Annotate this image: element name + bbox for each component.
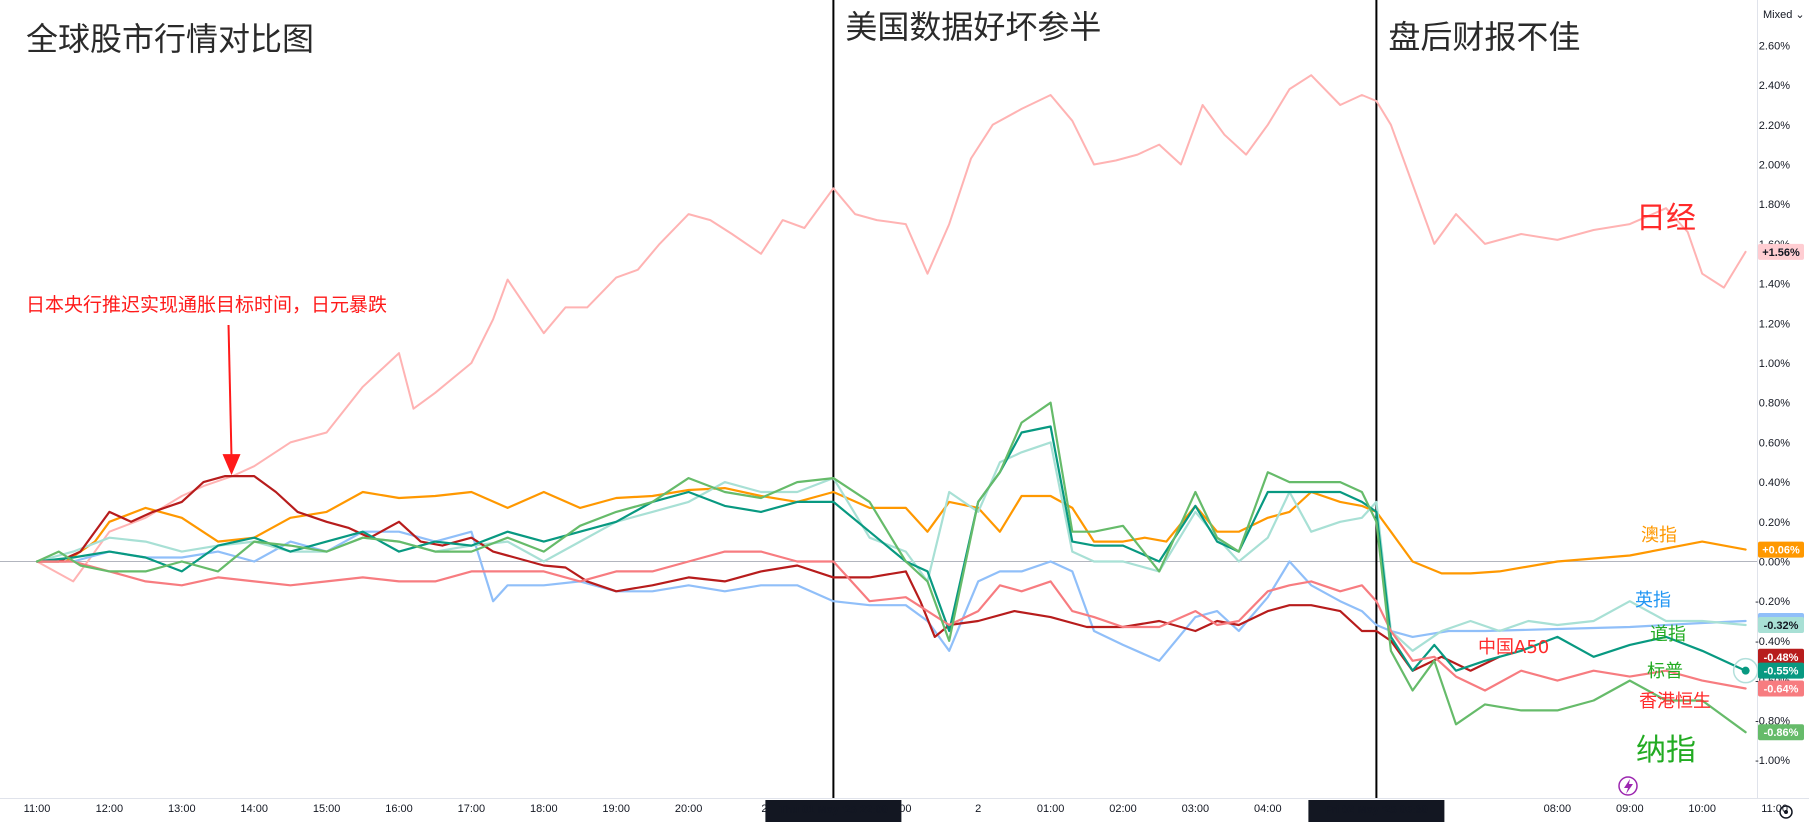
last-point-ring: [1732, 657, 1759, 684]
x-tick-label: 12:00: [96, 803, 124, 815]
value-badge: -0.48%: [1764, 652, 1799, 664]
y-tick-label: 0.40%: [1759, 477, 1790, 489]
series-label: 澳指: [1641, 525, 1677, 546]
x-tick-label: 17:00: [458, 803, 486, 815]
x-tick-label: 11:00: [24, 803, 51, 815]
y-tick-label: 0.00%: [1759, 557, 1790, 569]
value-badge-bg: [1758, 648, 1804, 665]
y-tick-label: 2.00%: [1759, 160, 1790, 172]
annotation-earnings: 盘后财报不佳: [1388, 18, 1580, 56]
series-label: 香港恒生: [1639, 691, 1711, 712]
annotation-arrow-shaft: [227, 324, 233, 459]
value-badge-bg: [1758, 662, 1804, 679]
time-label: Thu 01 May '25 22:00: [779, 804, 888, 816]
series-line-8: [35, 401, 1747, 734]
x-tick-label: 01:00: [1037, 803, 1065, 815]
y-tick-label: 2.60%: [1759, 40, 1790, 52]
y-tick-label: 2.20%: [1759, 120, 1790, 132]
x-tick-label: 10:00: [1688, 803, 1716, 815]
series-label: 纳指: [1636, 733, 1696, 768]
y-tick-label: -0.40%: [1755, 636, 1790, 648]
lightning-icon[interactable]: [1618, 776, 1638, 796]
last-value-badges: +1.56%+0.06%-0.30%-0.32%-0.48%-0.55%-0.6…: [1758, 243, 1804, 741]
y-tick-label: 0.80%: [1759, 398, 1790, 410]
gear-icon[interactable]: [1779, 805, 1793, 819]
x-tick-label: 11:00: [1761, 803, 1788, 815]
y-tick-label: -0.20%: [1755, 596, 1790, 608]
value-badge: -0.55%: [1764, 666, 1799, 678]
series-lines: [35, 74, 1747, 734]
x-tick-label: 08:00: [1544, 803, 1572, 815]
value-badge: -0.86%: [1764, 727, 1799, 739]
last-point-dot: [1741, 666, 1750, 675]
value-badge-bg: [1758, 680, 1804, 697]
x-tick-label: 09:00: [1616, 803, 1644, 815]
value-badge: -0.32%: [1764, 620, 1799, 632]
value-badge: +0.06%: [1762, 545, 1800, 557]
x-tick-label: 14:00: [240, 803, 268, 815]
annotation-boj: 日本央行推迟实现通胀目标时间，日元暴跌: [26, 294, 387, 316]
y-tick-label: -1.00%: [1755, 755, 1790, 767]
time-label-bg: [1308, 800, 1445, 822]
x-tick-label: 20:00: [675, 803, 703, 815]
x-tick-label: 16:00: [385, 803, 413, 815]
y-tick-label: 2.40%: [1759, 80, 1790, 92]
x-tick-label: 18:00: [530, 803, 558, 815]
series-label: 标普: [1647, 661, 1683, 682]
series-label: 英指: [1635, 590, 1671, 611]
time-label: Fri 02 May '25 05:30: [1325, 804, 1428, 816]
chart-title: 全球股市行情对比图: [26, 20, 314, 58]
event-lines: [832, 0, 1378, 798]
y-tick-label: 1.40%: [1759, 279, 1790, 291]
x-tick-label: 03:00: [1182, 803, 1210, 815]
y-tick-label: 1.00%: [1759, 358, 1790, 370]
y-tick-label: 0.60%: [1759, 437, 1790, 449]
annotation-us-data: 美国数据好坏参半: [845, 8, 1101, 46]
series-label: 日经: [1636, 201, 1696, 236]
x-tick-label: 15:00: [313, 803, 341, 815]
annotation-arrowhead: [222, 454, 241, 476]
value-badge-bg: [1758, 724, 1804, 741]
series-line-1: [36, 74, 1747, 583]
scale-mode-button[interactable]: Mixed ⌄: [1763, 9, 1805, 21]
x-tick-label: 2: [975, 803, 981, 815]
x-tick-label: 02:00: [1109, 803, 1137, 815]
y-tick-label: 0.20%: [1759, 517, 1790, 529]
y-tick-label: 1.80%: [1759, 199, 1790, 211]
x-tick-label: 13:00: [168, 803, 196, 815]
value-badge: -0.64%: [1764, 684, 1799, 696]
value-badge: +1.56%: [1762, 247, 1800, 259]
series-line-5: [35, 475, 1501, 672]
value-badge-bg: [1758, 243, 1804, 260]
x-tick-label: 04:00: [1254, 803, 1282, 815]
value-badge-bg: [1758, 617, 1804, 634]
series-label: 道指: [1650, 624, 1686, 645]
x-axis: 11:00 12:00 13:00 14:00 15:00 16:00 17:00 18:00…: [24, 800, 1788, 822]
x-tick-label: 19:00: [602, 803, 630, 815]
time-label-bg: [765, 800, 902, 822]
series-line-7: [35, 550, 1747, 692]
value-badge-bg: [1758, 541, 1804, 558]
y-tick-label: 1.20%: [1759, 318, 1790, 330]
series-label: 中国A50: [1478, 637, 1549, 658]
